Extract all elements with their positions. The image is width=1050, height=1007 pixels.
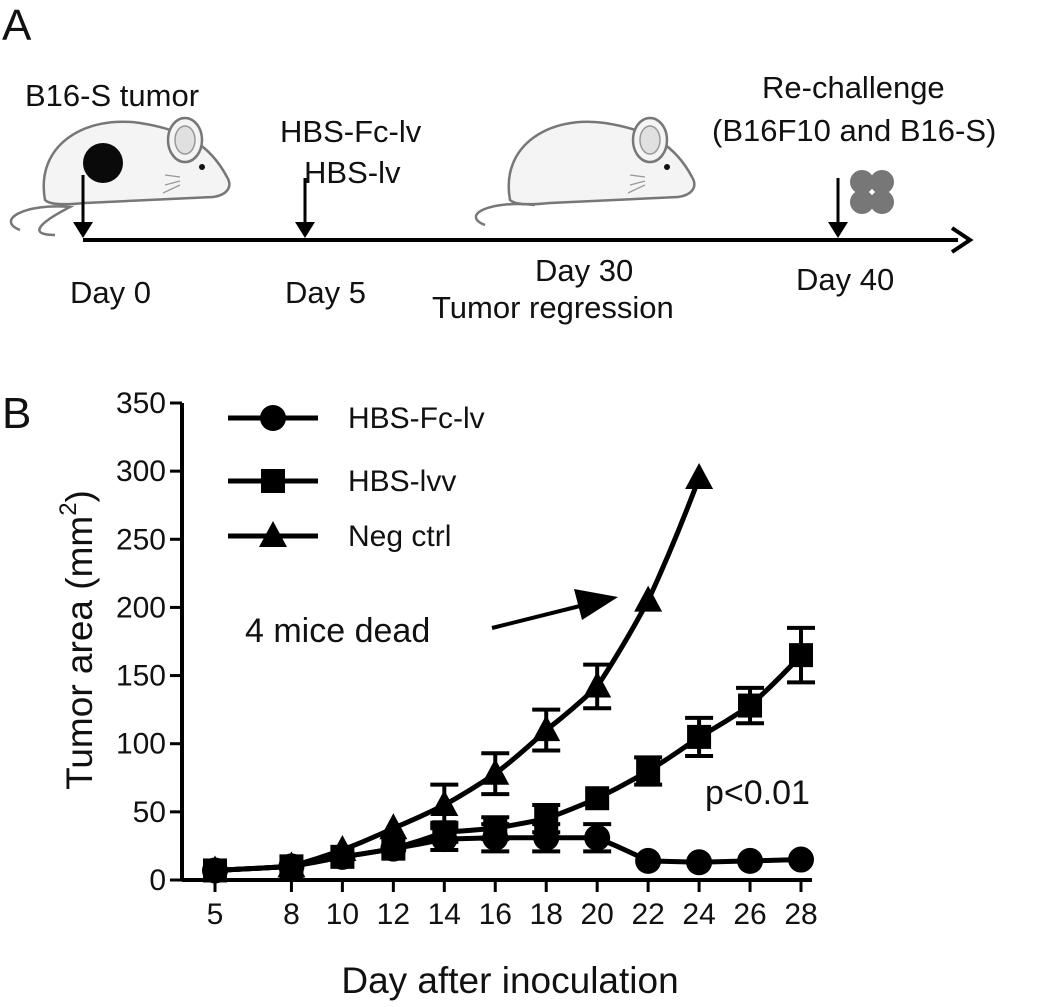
- legend-label: Neg ctrl: [348, 520, 451, 553]
- data-point: [381, 836, 406, 861]
- x-tick-label: 18: [530, 898, 563, 931]
- data-point: [584, 824, 611, 851]
- panel-b: B 0 50 100 150 200 250 300 350 5 8 10 12 14 16 18 20 22 2…: [2, 387, 818, 1001]
- legend-label: HBS-Fc-lv: [348, 402, 485, 435]
- data-point: [201, 855, 229, 882]
- y-tick-label: 200: [116, 591, 166, 624]
- legend-item: HBS-lvv: [228, 465, 456, 498]
- rechallenge-label-2: (B16F10 and B16-S): [712, 113, 996, 148]
- data-point: [583, 671, 612, 698]
- annotation-p-value: p<0.01: [705, 774, 810, 812]
- y-tick-label: 350: [116, 387, 166, 420]
- annotation-dead: 4 mice dead: [245, 589, 618, 650]
- chart-ticks: 0 50 100 150 200 250 300 350 5 8 10 12 14 16 18 20 22 24 2…: [116, 387, 818, 931]
- data-point: [430, 790, 459, 817]
- legend-marker: [260, 405, 286, 431]
- y-tick-label: 50: [133, 796, 166, 829]
- legend-item: Neg ctrl: [228, 520, 451, 553]
- tumor-icon: [83, 143, 123, 183]
- data-point: [789, 643, 813, 668]
- timeline-arrow-day5: [295, 178, 315, 238]
- x-tick-label: 24: [682, 898, 715, 931]
- y-axis-title: Tumor area (mm2): [55, 490, 100, 790]
- y-tick-label: 300: [116, 455, 166, 488]
- x-tick-label: 26: [733, 898, 766, 931]
- y-tick-label: 100: [116, 728, 166, 761]
- data-point: [634, 585, 663, 612]
- legend-marker: [259, 521, 287, 547]
- timeline-arrow-day40: [828, 178, 848, 238]
- timepoint-day0: Day 0: [70, 275, 151, 310]
- data-point: [481, 758, 510, 785]
- data-point: [636, 758, 661, 783]
- mouse-icon: [9, 116, 231, 237]
- timepoint-day5: Day 5: [285, 275, 366, 310]
- data-point: [737, 847, 764, 874]
- annotation-dead-text: 4 mice dead: [245, 612, 430, 650]
- panel-a-letter: A: [2, 1, 32, 50]
- timeline-arrowhead: [950, 226, 974, 254]
- panel-b-letter: B: [2, 389, 31, 438]
- data-point: [277, 851, 306, 878]
- y-tick-label: 150: [116, 660, 166, 693]
- x-tick-label: 10: [326, 898, 359, 931]
- data-point: [585, 786, 610, 811]
- data-point: [483, 816, 508, 841]
- timeline-arrow-day0: [73, 175, 93, 238]
- timepoint-day30: Day 30: [535, 253, 633, 288]
- panel-a: A B16-S tumor: [2, 1, 996, 325]
- x-tick-label: 28: [784, 898, 817, 931]
- x-tick-label: 5: [207, 898, 224, 931]
- rechallenge-label-1: Re-challenge: [762, 70, 945, 105]
- x-tick-label: 12: [377, 898, 410, 931]
- data-point: [788, 846, 814, 873]
- x-axis-title: Day after inoculation: [341, 960, 678, 1001]
- series-triangle: [201, 462, 714, 882]
- data-point: [635, 847, 662, 874]
- x-tick-label: 20: [580, 898, 613, 931]
- rechallenge-cells-icon: [850, 170, 894, 214]
- data-point: [686, 849, 713, 876]
- tumor-regression-label: Tumor regression: [432, 290, 674, 325]
- data-point: [738, 693, 763, 718]
- y-tick-label: 250: [116, 523, 166, 556]
- data-point: [532, 715, 561, 742]
- chart-axes: [180, 403, 812, 882]
- chart-series: [201, 462, 815, 884]
- data-point: [534, 806, 559, 831]
- chart-legend: HBS-Fc-lv HBS-lvv Neg ctrl: [228, 402, 485, 553]
- treatment-label-2: HBS-lv: [304, 155, 401, 190]
- x-tick-label: 14: [428, 898, 461, 931]
- x-tick-label: 16: [479, 898, 512, 931]
- data-point: [687, 724, 712, 749]
- timepoint-day40: Day 40: [796, 262, 894, 297]
- data-point: [685, 462, 714, 489]
- y-tick-label: 0: [149, 864, 166, 897]
- x-tick-label: 22: [631, 898, 664, 931]
- legend-label: HBS-lvv: [348, 465, 456, 498]
- data-point: [328, 835, 357, 862]
- x-tick-label: 8: [283, 898, 300, 931]
- tumor-label: B16-S tumor: [25, 78, 199, 113]
- legend-item: HBS-Fc-lv: [228, 402, 485, 435]
- legend-marker: [261, 469, 285, 493]
- data-point: [379, 813, 408, 840]
- mouse-icon-regressed: [474, 116, 696, 227]
- treatment-label-1: HBS-Fc-lv: [280, 114, 422, 149]
